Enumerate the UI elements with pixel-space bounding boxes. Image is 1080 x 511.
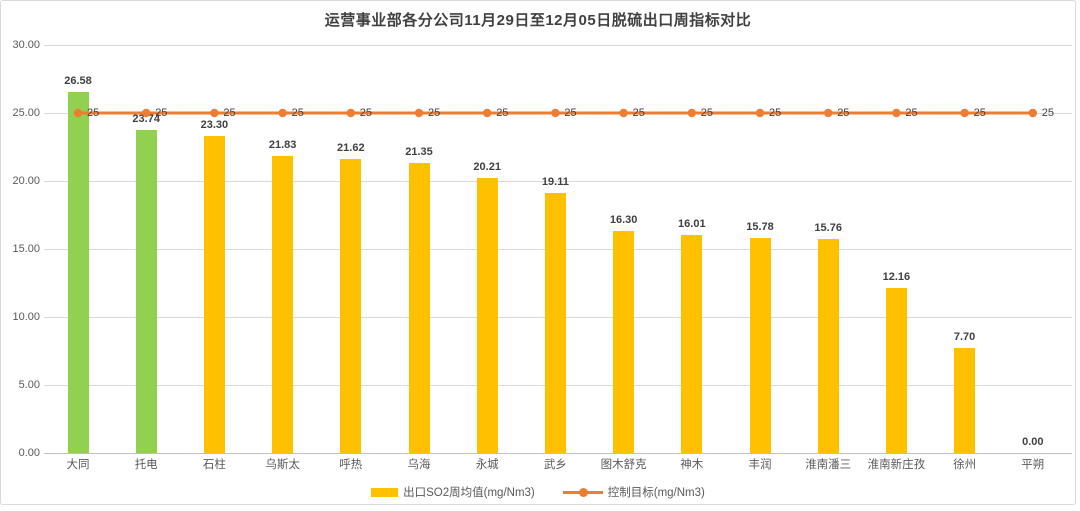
x-axis-label: 丰润	[748, 459, 772, 471]
bar-value-label: 23.74	[132, 113, 160, 126]
target-value-label: 25	[973, 107, 986, 119]
target-line-marker	[824, 108, 833, 118]
target-value-label: 25	[87, 107, 100, 119]
target-value-label: 25	[155, 107, 168, 119]
x-axis-label: 徐州	[953, 459, 977, 471]
x-axis-label: 托电	[134, 459, 158, 471]
target-line-marker	[346, 108, 355, 118]
bar-6	[476, 178, 498, 453]
y-axis-tick-label: 5.00	[18, 379, 40, 391]
gridline	[44, 181, 1072, 182]
legend-bar-swatch-icon	[371, 487, 399, 497]
x-axis-label: 神木	[680, 459, 704, 471]
target-line-marker	[142, 108, 151, 118]
x-axis-label: 平朔	[1021, 459, 1045, 471]
bar-value-label: 7.70	[953, 331, 976, 344]
y-axis-tick-label: 0.00	[18, 447, 40, 459]
bar-value-label: 16.30	[609, 214, 638, 227]
y-axis-tick-label: 25.00	[12, 107, 40, 119]
target-value-label: 25	[837, 107, 850, 119]
bar-7	[544, 193, 566, 453]
target-value-label: 25	[428, 107, 441, 119]
x-axis-label: 石柱	[202, 459, 226, 471]
legend-line-marker-dot-icon	[578, 487, 588, 497]
y-axis-tick-label: 20.00	[12, 175, 40, 187]
x-axis-label: 淮南潘三	[805, 459, 852, 471]
legend-item-line-series: 控制目标(mg/Nm3)	[562, 484, 705, 500]
target-line-marker	[619, 108, 628, 118]
bar-11	[817, 238, 839, 453]
bar-value-label: 0.00	[1022, 436, 1044, 448]
gridline	[44, 45, 1072, 46]
target-value-label: 25	[769, 107, 782, 119]
target-value-label: 25	[700, 107, 714, 119]
bar-12	[885, 287, 907, 453]
x-axis-label: 淮南新庄孜	[867, 459, 926, 471]
target-line-marker	[892, 108, 901, 118]
target-value-label: 25	[1041, 107, 1055, 119]
y-axis-tick-label: 15.00	[12, 243, 40, 255]
legend-line-swatch-icon	[562, 487, 603, 497]
target-value-label: 25	[564, 107, 577, 119]
target-line-marker	[73, 108, 83, 118]
y-axis-tick-label: 30.00	[12, 39, 40, 51]
target-line-marker	[278, 108, 287, 118]
target-line-marker	[483, 108, 492, 118]
x-axis-label: 呼热	[339, 459, 363, 471]
x-axis-label: 永城	[475, 459, 499, 471]
target-line-marker	[210, 108, 219, 118]
target-line-marker	[551, 108, 560, 118]
bar-8	[613, 231, 635, 453]
target-value-label: 25	[359, 107, 373, 119]
x-axis-label: 乌斯太	[265, 459, 300, 471]
bar-9	[681, 235, 703, 453]
bar-3	[272, 156, 294, 453]
target-value-label: 25	[632, 107, 645, 119]
bar-value-label: 19.11	[541, 176, 569, 189]
legend-line-label: 控制目标(mg/Nm3)	[607, 487, 705, 499]
chart-title: 运营事业部各分公司11月29日至12月05日脱硫出口周指标对比	[324, 12, 752, 29]
x-axis-label: 武乡	[543, 459, 567, 471]
bar-1	[135, 130, 157, 453]
target-value-label: 25	[496, 107, 509, 119]
target-line-marker	[960, 108, 969, 118]
bar-value-label: 16.01	[678, 218, 706, 231]
target-value-label: 25	[291, 107, 304, 119]
bar-4	[340, 158, 362, 453]
bar-value-label: 23.30	[200, 119, 229, 132]
legend: 出口SO2周均值(mg/Nm3) 控制目标(mg/Nm3)	[0, 484, 1076, 500]
bar-value-label: 12.16	[882, 270, 911, 283]
bar-value-label: 15.76	[814, 221, 842, 234]
legend-bar-label: 出口SO2周均值(mg/Nm3)	[403, 487, 535, 499]
bar-10	[749, 238, 771, 453]
bar-0	[67, 91, 89, 453]
bar-value-label: 21.35	[405, 145, 433, 158]
target-line-marker	[755, 108, 765, 118]
bar-5	[408, 162, 430, 453]
y-axis-tick-label: 10.00	[12, 311, 40, 323]
target-line-marker	[1028, 108, 1038, 118]
x-axis-label: 大同	[66, 459, 90, 471]
x-axis-line	[44, 453, 1072, 454]
bar-value-label: 15.78	[746, 221, 774, 234]
bar-value-label: 21.62	[337, 141, 365, 154]
target-line-marker	[414, 108, 424, 118]
target-value-label: 25	[223, 107, 236, 119]
target-value-label: 25	[905, 107, 918, 119]
x-axis-label: 乌海	[407, 459, 431, 471]
x-axis-label: 图木舒克	[600, 459, 647, 471]
target-line-marker	[687, 108, 696, 118]
bar-13	[954, 348, 976, 453]
legend-item-bar-series: 出口SO2周均值(mg/Nm3)	[371, 484, 535, 500]
bar-value-label: 21.83	[268, 139, 297, 152]
bar-2	[203, 136, 225, 453]
bar-value-label: 26.58	[64, 74, 92, 87]
bar-value-label: 20.21	[473, 161, 501, 174]
